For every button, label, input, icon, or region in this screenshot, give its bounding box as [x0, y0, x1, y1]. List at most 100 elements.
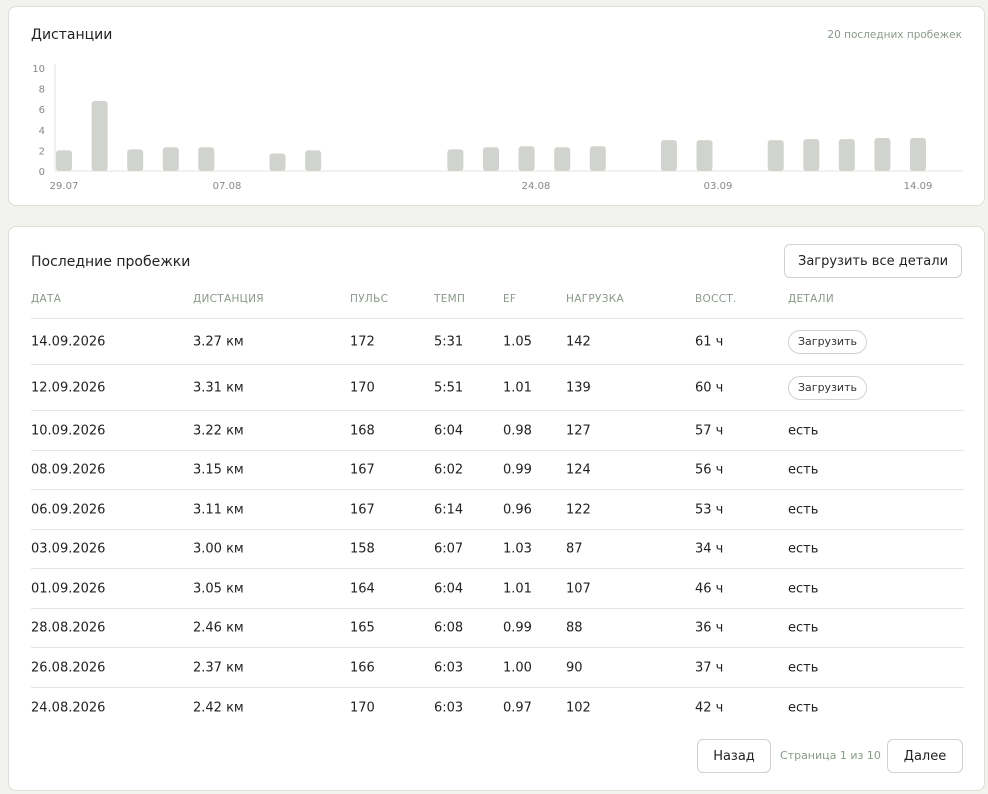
table-row: 24.08.2026 2.42 км 170 6:03 0.97 102 42 ч есть: [31, 688, 964, 727]
cell-recovery: 60 ч: [695, 380, 724, 395]
cell-details: есть: [788, 620, 819, 636]
cell-ef: 0.99: [503, 620, 532, 636]
cell-ef: 1.01: [503, 581, 532, 596]
chart-bar: [874, 138, 891, 171]
chart-bar: [483, 147, 499, 171]
cell-ef: 0.99: [503, 462, 532, 478]
cell-distance: 3.00 км: [193, 541, 244, 557]
table-row: 03.09.2026 3.00 км 158 6:07 1.03 87 34 ч есть: [31, 530, 964, 569]
y-tick-label: 10: [32, 64, 45, 75]
distances-card: Дистанции 20 последних пробежек 0 2 4 6 8 10 2…: [8, 6, 985, 206]
y-tick-label: 6: [39, 105, 45, 116]
cell-pulse: 167: [350, 462, 375, 478]
cell-recovery: 53 ч: [695, 502, 724, 517]
cell-ef: 0.96: [503, 502, 532, 517]
cell-pace: 5:31: [434, 334, 464, 349]
cell-recovery: 37 ч: [695, 660, 724, 675]
cell-load: 122: [566, 502, 591, 517]
x-tick-label: 03.09: [704, 181, 733, 192]
cell-ef: 0.97: [503, 700, 532, 715]
cell-load: 87: [566, 541, 583, 557]
chart-bar: [56, 150, 72, 171]
distances-title: Дистанции: [31, 27, 113, 43]
cell-pace: 6:02: [434, 462, 464, 478]
cell-date: 26.08.2026: [31, 660, 106, 675]
cell-distance: 3.11 км: [193, 502, 244, 517]
next-page-button[interactable]: Далее: [887, 739, 963, 773]
cell-pace: 6:07: [434, 541, 464, 557]
distances-chart: 0 2 4 6 8 10 29.07 07.08 24.08 03.09 14.09: [32, 64, 963, 192]
cell-date: 06.09.2026: [31, 502, 106, 517]
chart-bar: [803, 139, 820, 171]
cell-pulse: 168: [350, 423, 375, 438]
chart-bar: [767, 140, 784, 171]
load-all-details-button[interactable]: Загрузить все детали: [784, 244, 962, 278]
chart-bar: [305, 150, 322, 171]
cell-date: 10.09.2026: [31, 423, 106, 438]
chart-bar: [91, 101, 108, 171]
cell-date: 01.09.2026: [31, 581, 106, 596]
cell-pace: 6:03: [434, 660, 464, 675]
cell-load: 107: [566, 581, 591, 596]
cell-distance: 3.15 км: [193, 462, 244, 478]
cell-details: есть: [788, 660, 819, 675]
col-header-date: ДАТА: [31, 293, 62, 305]
cell-date: 03.09.2026: [31, 541, 106, 557]
cell-recovery: 61 ч: [695, 334, 724, 349]
distances-hint: 20 последних пробежек: [827, 29, 962, 41]
runs-card: Последние пробежки Загрузить все детали …: [8, 226, 985, 791]
chart-bar: [660, 140, 677, 171]
page-info: Страница 1 из 10: [780, 749, 881, 762]
load-details-button[interactable]: Загрузить: [788, 375, 867, 400]
cell-ef: 1.03: [503, 541, 532, 557]
col-header-recovery: ВОССТ.: [695, 293, 737, 305]
cell-distance: 3.22 км: [193, 423, 244, 438]
cell-pace: 6:08: [434, 620, 464, 636]
cell-date: 12.09.2026: [31, 380, 106, 395]
cell-pace: 5:51: [434, 380, 464, 395]
cell-distance: 3.27 км: [193, 334, 244, 349]
y-tick-label: 2: [39, 146, 45, 157]
cell-load: 124: [566, 462, 591, 478]
cell-details: есть: [788, 502, 819, 517]
table-row: 08.09.2026 3.15 км 167 6:02 0.99 124 56 ч есть: [31, 451, 964, 490]
cell-details: есть: [788, 581, 819, 596]
cell-ef: 1.01: [503, 380, 532, 395]
cell-date: 08.09.2026: [31, 462, 106, 478]
cell-pulse: 170: [350, 700, 375, 715]
cell-distance: 2.37 км: [193, 660, 244, 675]
cell-pace: 6:14: [434, 502, 464, 517]
table-row: 28.08.2026 2.46 км 165 6:08 0.99 88 36 ч есть: [31, 609, 964, 648]
cell-details: есть: [788, 462, 819, 478]
cell-pulse: 167: [350, 502, 375, 517]
cell-pulse: 172: [350, 334, 375, 349]
table-row: 10.09.2026 3.22 км 168 6:04 0.98 127 57 ч есть: [31, 411, 964, 451]
cell-ef: 1.00: [503, 660, 532, 675]
cell-details: есть: [788, 541, 819, 557]
col-header-details: ДЕТАЛИ: [788, 293, 834, 305]
cell-pace: 6:04: [434, 423, 464, 438]
cell-load: 142: [566, 334, 591, 349]
cell-pace: 6:03: [434, 700, 464, 715]
table-row: 26.08.2026 2.37 км 166 6:03 1.00 90 37 ч есть: [31, 648, 964, 688]
cell-ef: 1.05: [503, 334, 532, 349]
y-tick-label: 0: [39, 167, 45, 178]
col-header-distance: ДИСТАНЦИЯ: [193, 293, 264, 305]
cell-pulse: 166: [350, 660, 375, 675]
cell-pulse: 165: [350, 620, 375, 636]
load-details-button[interactable]: Загрузить: [788, 329, 867, 354]
table-row: 01.09.2026 3.05 км 164 6:04 1.01 107 46 ч есть: [31, 569, 964, 609]
cell-recovery: 56 ч: [695, 462, 724, 478]
table-row: 06.09.2026 3.11 км 167 6:14 0.96 122 53 ч есть: [31, 490, 964, 530]
cell-details: есть: [788, 700, 819, 715]
table-row: 14.09.2026 3.27 км 172 5:31 1.05 142 61 ч Загру…: [31, 319, 964, 365]
x-tick-label: 14.09: [904, 181, 933, 192]
cell-load: 88: [566, 620, 583, 636]
prev-page-button[interactable]: Назад: [697, 739, 771, 773]
chart-bar: [589, 146, 606, 171]
col-header-pace: ТЕМП: [434, 293, 466, 305]
chart-bar: [910, 138, 926, 171]
col-header-ef: EF: [503, 293, 517, 305]
runs-table-header: ДАТА ДИСТАНЦИЯ ПУЛЬС ТЕМП EF НАГРУЗКА ВО…: [31, 292, 964, 319]
y-tick-label: 4: [39, 126, 45, 137]
